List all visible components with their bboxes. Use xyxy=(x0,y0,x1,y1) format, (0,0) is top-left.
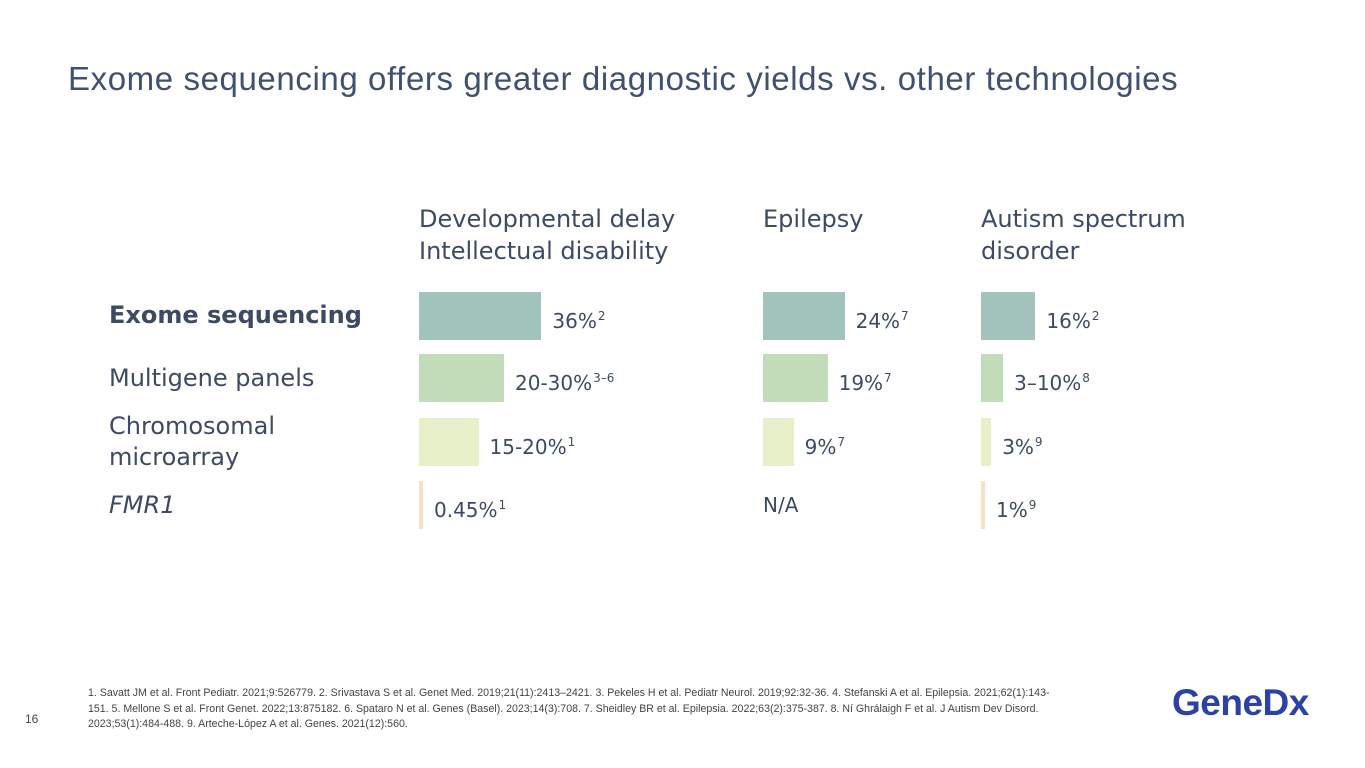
bar-asd-1 xyxy=(981,354,1004,402)
bar-label-dd-id-2: 15-20%1 xyxy=(490,418,576,471)
group-header-dd-id: Developmental delay Intellectual disabil… xyxy=(419,205,676,265)
reference-superscript: 7 xyxy=(901,309,909,323)
bar-value-text: 24% xyxy=(855,309,901,333)
bar-label-asd-2: 3%9 xyxy=(1002,418,1042,471)
bar-dd-id-2 xyxy=(419,418,479,466)
page-number: 16 xyxy=(25,712,39,726)
group-header-asd: Autism spectrum disorder xyxy=(981,205,1186,265)
row-label-panels: Multigene panels xyxy=(109,364,315,392)
bar-label-dd-id-3: 0.45%1 xyxy=(434,481,506,534)
bar-epilepsy-1 xyxy=(763,354,828,402)
bar-value-text: 36% xyxy=(552,309,597,333)
reference-superscript: 9 xyxy=(1034,435,1043,449)
reference-superscript: 2 xyxy=(1091,309,1100,323)
reference-superscript: 9 xyxy=(1028,498,1037,512)
bar-value-text: 15-20% xyxy=(489,435,567,459)
bar-label-epilepsy-3: N/A xyxy=(763,481,798,529)
reference-superscript: 3–6 xyxy=(593,371,615,385)
reference-superscript: 7 xyxy=(837,435,845,449)
slide-title: Exome sequencing offers greater diagnost… xyxy=(68,60,1179,97)
bar-value-text: 19% xyxy=(838,371,884,395)
bar-value-text: 20-30% xyxy=(515,371,593,395)
bar-label-asd-0: 16%2 xyxy=(1046,292,1099,345)
bar-dd-id-1 xyxy=(419,354,504,402)
bar-value-text: 9% xyxy=(804,435,837,459)
reference-superscript: 1 xyxy=(567,435,576,449)
reference-superscript: 2 xyxy=(597,309,606,323)
row-label-fmr1: FMR1 xyxy=(109,491,176,519)
bar-label-epilepsy-1: 19%7 xyxy=(839,354,892,407)
bar-value-text: 16% xyxy=(1046,309,1091,333)
bar-asd-3 xyxy=(981,481,985,529)
group-header-epilepsy: Epilepsy xyxy=(763,205,864,233)
bar-asd-0 xyxy=(981,292,1036,340)
bar-epilepsy-0 xyxy=(763,292,845,340)
bar-value-text: 0.45% xyxy=(434,498,498,522)
bar-asd-2 xyxy=(981,418,992,466)
reference-superscript: 7 xyxy=(884,371,892,385)
genedx-logo: GeneDx xyxy=(1172,682,1309,723)
bar-value-text: 3% xyxy=(1002,435,1034,459)
bar-label-dd-id-0: 36%2 xyxy=(552,292,605,345)
bar-dd-id-0 xyxy=(419,292,542,340)
bar-label-epilepsy-2: 9%7 xyxy=(805,418,845,471)
bar-label-asd-3: 1%9 xyxy=(996,481,1036,534)
row-label-microarray: Chromosomal microarray xyxy=(109,412,275,471)
reference-superscript: 1 xyxy=(498,498,507,512)
bar-value-text: N/A xyxy=(763,493,799,517)
reference-superscript: 8 xyxy=(1082,371,1090,385)
bar-epilepsy-2 xyxy=(763,418,794,466)
references: 1. Savatt JM et al. Front Pediatr. 2021;… xyxy=(88,687,1050,730)
row-label-exome: Exome sequencing xyxy=(109,301,362,329)
bar-value-text: 3–10% xyxy=(1014,371,1082,395)
bar-label-epilepsy-0: 24%7 xyxy=(856,292,909,345)
bar-label-dd-id-1: 20-30%3–6 xyxy=(515,354,614,407)
bar-value-text: 1% xyxy=(996,498,1028,522)
bar-label-asd-1: 3–10%8 xyxy=(1014,354,1090,407)
bar-dd-id-3 xyxy=(419,481,423,529)
